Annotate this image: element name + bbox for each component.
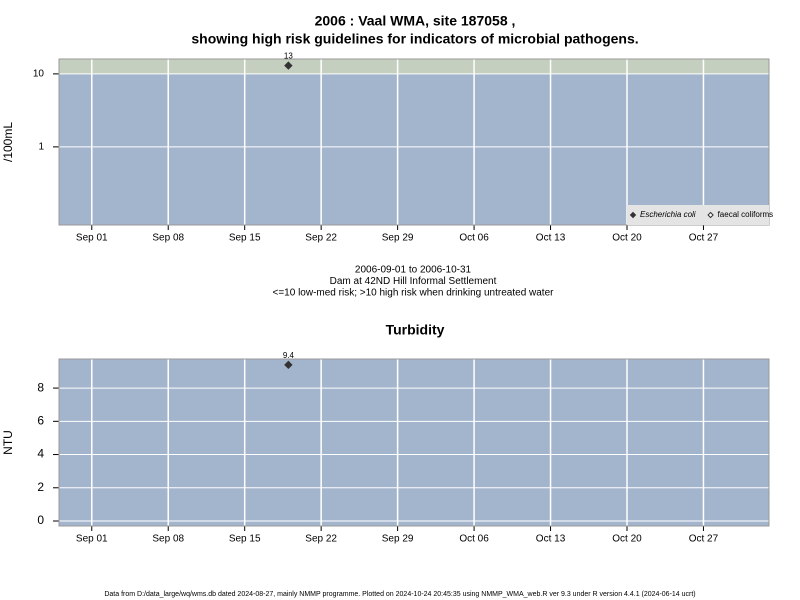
legend-box xyxy=(627,205,769,225)
legend-marker xyxy=(707,211,714,219)
x-tick-label: Sep 22 xyxy=(305,233,337,244)
x-tick-label: Oct 27 xyxy=(689,534,719,545)
plot-frame xyxy=(58,58,770,226)
x-tick-label: Oct 20 xyxy=(612,233,642,244)
plot-background xyxy=(59,59,769,225)
guideline-band xyxy=(59,59,769,74)
data-point xyxy=(284,61,293,70)
y-tick-label: 10 xyxy=(33,69,45,80)
plot-background xyxy=(59,359,769,526)
x-tick-label: Sep 29 xyxy=(382,233,414,244)
plot-frame xyxy=(58,358,770,527)
y-axis-label: NTU xyxy=(1,430,15,455)
data-label: 9.4 xyxy=(283,351,295,360)
x-tick-label: Oct 27 xyxy=(689,233,719,244)
y-tick-label: 8 xyxy=(37,380,44,394)
note: 2006-09-01 to 2006-10-31 xyxy=(355,265,472,276)
data-point xyxy=(284,360,293,370)
x-tick-label: Oct 13 xyxy=(536,233,566,244)
x-tick-label: Sep 08 xyxy=(152,233,184,244)
legend-label: faecal coliforms xyxy=(718,210,774,219)
footer: Data from D:/data_large/wq/wms.db dated … xyxy=(104,591,695,598)
x-tick-label: Sep 01 xyxy=(76,233,108,244)
y-tick-label: 6 xyxy=(37,413,44,427)
y-tick-label: 2 xyxy=(37,480,44,494)
x-tick-label: Oct 06 xyxy=(459,233,489,244)
note: Dam at 42ND Hill Informal Settlement xyxy=(330,276,497,287)
chart-title: 2006 : Vaal WMA, site 187058 , xyxy=(315,13,516,29)
x-tick-label: Sep 15 xyxy=(229,233,261,244)
data-label: 13 xyxy=(284,52,293,61)
y-tick-label: 1 xyxy=(38,142,44,153)
y-tick-label: 0 xyxy=(37,513,44,527)
x-tick-label: Oct 13 xyxy=(536,534,566,545)
x-tick-label: Sep 15 xyxy=(229,534,261,545)
x-tick-label: Oct 06 xyxy=(459,534,489,545)
legend-label: Escherichia coli xyxy=(640,210,696,219)
x-tick-label: Sep 29 xyxy=(382,534,414,545)
note: <=10 low-med risk; >10 high risk when dr… xyxy=(273,288,555,299)
y-axis-label: /100mL xyxy=(1,122,15,162)
x-tick-label: Oct 20 xyxy=(612,534,642,545)
legend-marker xyxy=(629,211,637,219)
chart-title: Turbidity xyxy=(386,322,445,338)
x-tick-label: Sep 08 xyxy=(152,534,184,545)
x-tick-label: Sep 22 xyxy=(305,534,337,545)
x-tick-label: Sep 01 xyxy=(76,534,108,545)
y-tick-label: 4 xyxy=(37,447,44,461)
chart-title: showing high risk guidelines for indicat… xyxy=(191,31,638,47)
